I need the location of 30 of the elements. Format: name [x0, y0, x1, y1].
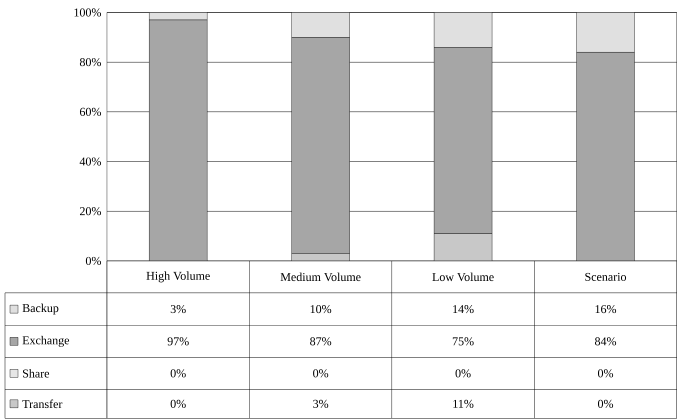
data-label: 84% — [594, 337, 616, 346]
data-label: 0% — [170, 400, 186, 408]
y-tick-label: 20% — [80, 207, 102, 216]
y-tick-label: 40% — [80, 158, 102, 166]
data-label: 10% — [310, 305, 332, 314]
data-label: 16% — [596, 305, 616, 314]
data-label: 75% — [452, 337, 474, 346]
data-label: 0% — [456, 369, 471, 378]
x-tick-label: High Volume — [146, 272, 210, 282]
data-label: 0% — [313, 369, 328, 378]
y-tick-label: 100% — [74, 8, 102, 17]
data-label: 0% — [598, 369, 614, 378]
legend-label: Backup — [22, 304, 58, 315]
y-tick-label: 0% — [86, 256, 102, 266]
data-label: 3% — [170, 305, 186, 314]
data-label: 14% — [453, 305, 474, 314]
y-tick-label: 80% — [80, 58, 102, 66]
legend-label: Share — [23, 369, 50, 378]
data-label: 0% — [170, 369, 186, 378]
data-label: 0% — [598, 400, 614, 408]
data-label: 11% — [453, 400, 474, 408]
data-label: 3% — [313, 400, 328, 408]
legend-label: Exchange — [22, 336, 70, 347]
legend-label: Transfer — [22, 400, 62, 408]
data-label: 87% — [310, 337, 332, 346]
data-label: 97% — [168, 337, 189, 346]
x-tick-label: Scenario — [585, 272, 626, 281]
x-tick-label: Medium Volume — [280, 272, 361, 282]
x-tick-label: Low Volume — [432, 272, 494, 282]
y-tick-label: 60% — [80, 108, 102, 116]
